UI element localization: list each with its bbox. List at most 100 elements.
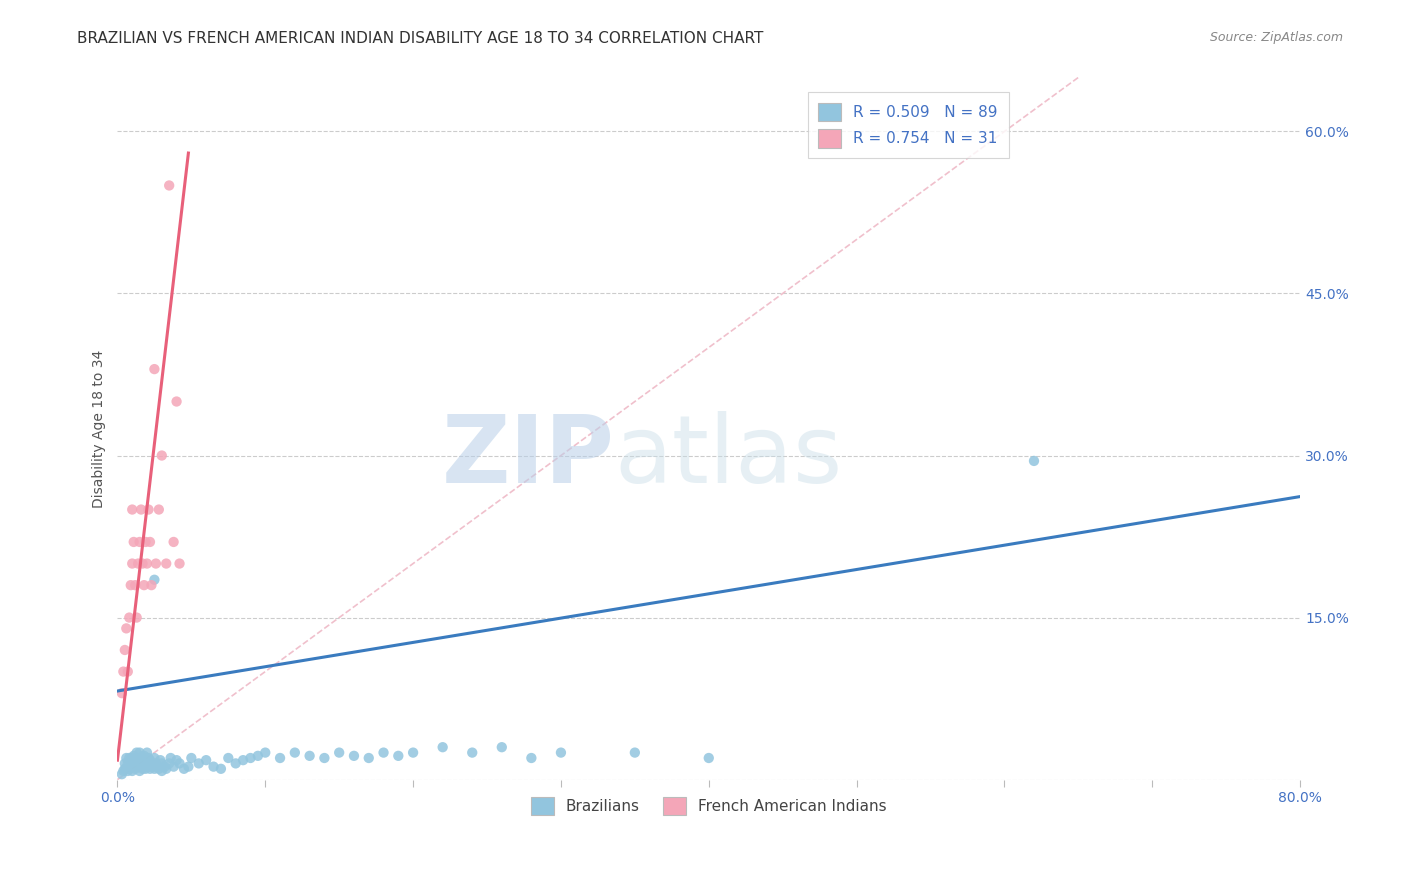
Point [520,751,543,765]
Point [150,756,173,771]
Point [246,748,269,763]
Point [132,756,155,771]
Point [173,762,195,776]
Point [111,767,134,781]
Point [169,557,191,571]
Point [114,762,136,776]
Point [166,394,188,409]
Point [131,557,153,571]
Point [148,502,170,516]
Point [127,557,149,571]
Point [491,740,513,755]
Point [128,535,150,549]
Point [120,578,142,592]
Point [269,751,291,765]
Point [143,362,166,376]
Text: atlas: atlas [614,410,842,502]
Point [120,759,142,773]
Point [225,756,247,771]
Point [129,751,152,765]
Point [209,762,232,776]
Point [373,746,395,760]
Point [127,751,149,765]
Point [187,756,209,771]
Point [124,762,146,776]
Point [169,756,191,771]
Point [124,753,146,767]
Point [180,751,202,765]
Point [128,764,150,778]
Point [254,746,277,760]
Point [387,748,409,763]
Point [114,756,136,771]
Point [121,502,143,516]
Point [145,557,167,571]
Point [550,746,572,760]
Point [120,753,142,767]
Point [314,751,336,765]
Point [122,535,145,549]
Point [155,762,177,776]
Point [131,762,153,776]
Point [121,764,143,778]
Point [121,759,143,773]
Point [148,762,170,776]
Point [135,535,157,549]
Point [131,753,153,767]
Point [298,748,321,763]
Point [239,751,262,765]
Point [117,665,139,679]
Point [136,759,159,773]
Point [155,557,177,571]
Point [143,751,166,765]
Point [118,610,141,624]
Point [112,665,135,679]
Point [217,751,239,765]
Point [129,502,152,516]
Point [143,762,166,776]
Point [157,178,180,193]
Point [139,762,162,776]
Point [118,751,141,765]
Point [125,610,148,624]
Point [157,756,180,771]
Point [121,751,143,765]
Point [124,578,146,592]
Y-axis label: Disability Age 18 to 34: Disability Age 18 to 34 [93,350,107,508]
Point [132,748,155,763]
Point [162,535,184,549]
Point [117,756,139,771]
Point [166,753,188,767]
Point [624,746,647,760]
Text: BRAZILIAN VS FRENCH AMERICAN INDIAN DISABILITY AGE 18 TO 34 CORRELATION CHART: BRAZILIAN VS FRENCH AMERICAN INDIAN DISA… [77,31,763,46]
Point [357,751,380,765]
Point [135,762,157,776]
Point [128,746,150,760]
Point [125,746,148,760]
Point [162,759,184,773]
Point [115,751,138,765]
Point [232,753,254,767]
Point [1022,454,1045,468]
Point [111,686,134,700]
Point [142,759,165,773]
Point [128,756,150,771]
Point [697,751,720,765]
Point [149,753,172,767]
Point [139,753,162,767]
Point [121,557,143,571]
Point [122,756,145,771]
Text: Source: ZipAtlas.com: Source: ZipAtlas.com [1209,31,1343,45]
Point [145,756,167,771]
Point [143,573,166,587]
Point [153,759,176,773]
Point [343,748,366,763]
Point [141,578,163,592]
Point [402,746,425,760]
Point [122,748,145,763]
Point [125,759,148,773]
Point [177,759,200,773]
Point [117,764,139,778]
Point [139,535,162,549]
Point [328,746,350,760]
